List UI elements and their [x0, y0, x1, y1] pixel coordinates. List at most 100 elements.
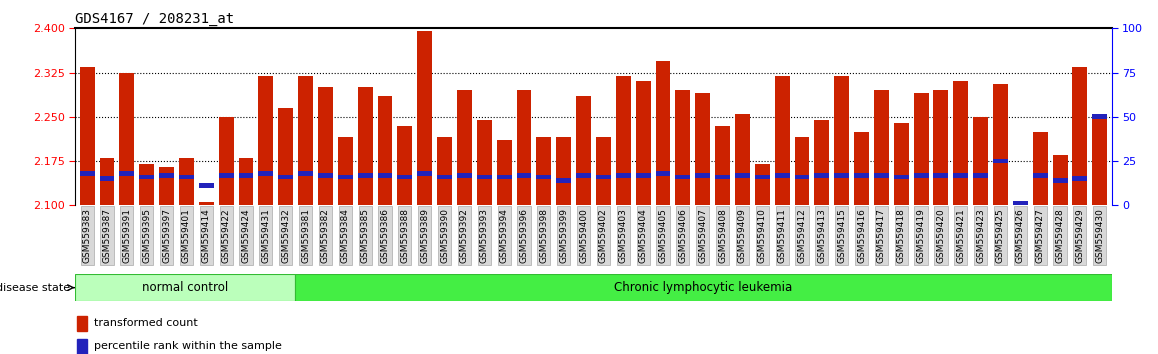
Bar	[855, 173, 868, 178]
Bar	[239, 173, 254, 178]
Bar	[159, 167, 174, 205]
Bar	[1092, 114, 1107, 119]
Bar	[775, 75, 790, 205]
Bar	[994, 84, 1007, 205]
Bar	[278, 108, 293, 205]
Bar	[78, 316, 88, 331]
Bar	[596, 137, 611, 205]
Bar	[516, 90, 532, 205]
Bar	[294, 274, 1112, 301]
Bar	[1072, 176, 1087, 181]
Bar	[655, 171, 670, 176]
Bar	[119, 73, 134, 205]
Bar	[655, 61, 670, 205]
Bar	[675, 90, 690, 205]
Bar	[894, 175, 909, 179]
Bar	[119, 171, 134, 176]
Bar	[258, 171, 273, 176]
Bar	[855, 132, 868, 205]
Text: disease state: disease state	[0, 282, 71, 293]
Bar	[437, 137, 452, 205]
Bar	[457, 173, 471, 178]
Bar	[258, 75, 273, 205]
Bar	[199, 183, 214, 188]
Bar	[477, 120, 492, 205]
Bar	[159, 173, 174, 178]
Bar	[636, 173, 651, 178]
Bar	[794, 175, 809, 179]
Bar	[556, 137, 571, 205]
Bar	[1053, 178, 1068, 183]
Bar	[139, 164, 154, 205]
Text: Chronic lymphocytic leukemia: Chronic lymphocytic leukemia	[614, 281, 792, 294]
Bar	[914, 173, 929, 178]
Bar	[318, 87, 332, 205]
Bar	[973, 117, 988, 205]
Bar	[536, 175, 551, 179]
Bar	[834, 75, 849, 205]
Bar	[497, 141, 512, 205]
Bar	[814, 120, 829, 205]
Text: GDS4167 / 208231_at: GDS4167 / 208231_at	[75, 12, 234, 26]
Bar	[834, 173, 849, 178]
Bar	[457, 90, 471, 205]
Bar	[973, 173, 988, 178]
Bar	[139, 175, 154, 179]
Bar	[1013, 201, 1028, 206]
Bar	[735, 114, 750, 205]
Bar	[953, 173, 968, 178]
Bar	[78, 339, 88, 354]
Text: transformed count: transformed count	[94, 319, 197, 329]
Bar	[437, 175, 452, 179]
Text: percentile rank within the sample: percentile rank within the sample	[94, 342, 281, 352]
Bar	[874, 90, 889, 205]
Bar	[219, 173, 234, 178]
Bar	[338, 137, 353, 205]
Bar	[417, 31, 432, 205]
Bar	[298, 171, 313, 176]
Bar	[219, 117, 234, 205]
Bar	[735, 173, 750, 178]
Bar	[278, 175, 293, 179]
Bar	[775, 173, 790, 178]
Bar	[497, 175, 512, 179]
Bar	[1033, 173, 1048, 178]
Bar	[933, 173, 948, 178]
Bar	[695, 173, 710, 178]
Bar	[358, 87, 373, 205]
Bar	[894, 123, 909, 205]
Bar	[1092, 117, 1107, 205]
Bar	[616, 75, 631, 205]
Bar	[716, 126, 730, 205]
Bar	[179, 175, 193, 179]
Bar	[239, 158, 254, 205]
Bar	[1013, 202, 1028, 205]
Bar	[1053, 155, 1068, 205]
Bar	[1072, 67, 1087, 205]
Bar	[814, 173, 829, 178]
Bar	[179, 158, 193, 205]
Bar	[794, 137, 809, 205]
Bar	[318, 173, 332, 178]
Bar	[914, 93, 929, 205]
Bar	[755, 164, 770, 205]
Bar	[80, 67, 95, 205]
Bar	[576, 96, 591, 205]
Bar	[994, 159, 1007, 164]
Bar	[358, 173, 373, 178]
Bar	[556, 178, 571, 183]
Bar	[675, 175, 690, 179]
Bar	[576, 173, 591, 178]
Bar	[755, 175, 770, 179]
Bar	[100, 176, 115, 181]
Bar	[695, 93, 710, 205]
Bar	[338, 175, 353, 179]
Bar	[516, 173, 532, 178]
Bar	[636, 81, 651, 205]
Bar	[378, 96, 393, 205]
Bar	[536, 137, 551, 205]
Bar	[417, 171, 432, 176]
Bar	[1033, 132, 1048, 205]
Bar	[397, 126, 412, 205]
Bar	[874, 173, 889, 178]
